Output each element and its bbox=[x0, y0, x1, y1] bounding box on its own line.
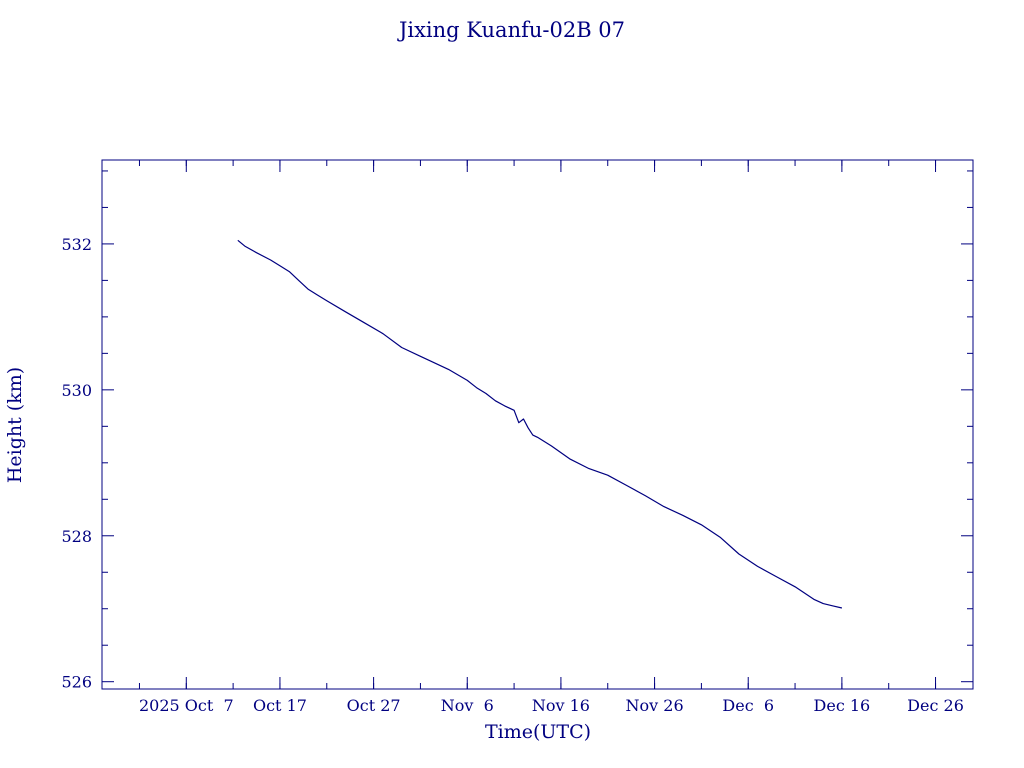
x-tick-label: Dec 16 bbox=[814, 696, 871, 715]
axis-ticks bbox=[102, 160, 973, 689]
y-tick-label: 528 bbox=[61, 527, 92, 546]
y-axis-label: Height (km) bbox=[4, 367, 26, 483]
x-tick-label: Oct 17 bbox=[253, 696, 307, 715]
x-tick-label: 2025 Oct 7 bbox=[139, 696, 234, 715]
series-line bbox=[237, 239, 843, 609]
x-tick-label: Dec 6 bbox=[722, 696, 774, 715]
x-tick-label: Nov 16 bbox=[532, 696, 590, 715]
x-axis-label: Time(UTC) bbox=[485, 721, 591, 743]
plot-frame bbox=[101, 159, 974, 690]
x-tick-label: Oct 27 bbox=[347, 696, 401, 715]
chart-title: Jixing Kuanfu-02B 07 bbox=[397, 18, 625, 42]
y-tick-label: 526 bbox=[61, 673, 92, 692]
y-tick-label: 530 bbox=[61, 381, 92, 400]
x-tick-label: Nov 6 bbox=[441, 696, 494, 715]
x-tick-label: Dec 26 bbox=[907, 696, 964, 715]
series-layer bbox=[237, 239, 843, 609]
tick-labels: 2025 Oct 7 Oct 17 Oct 27 Nov 6 Nov 16 Nov 26 D… bbox=[61, 235, 963, 715]
y-tick-label: 532 bbox=[61, 235, 92, 254]
x-tick-label: Nov 26 bbox=[626, 696, 684, 715]
